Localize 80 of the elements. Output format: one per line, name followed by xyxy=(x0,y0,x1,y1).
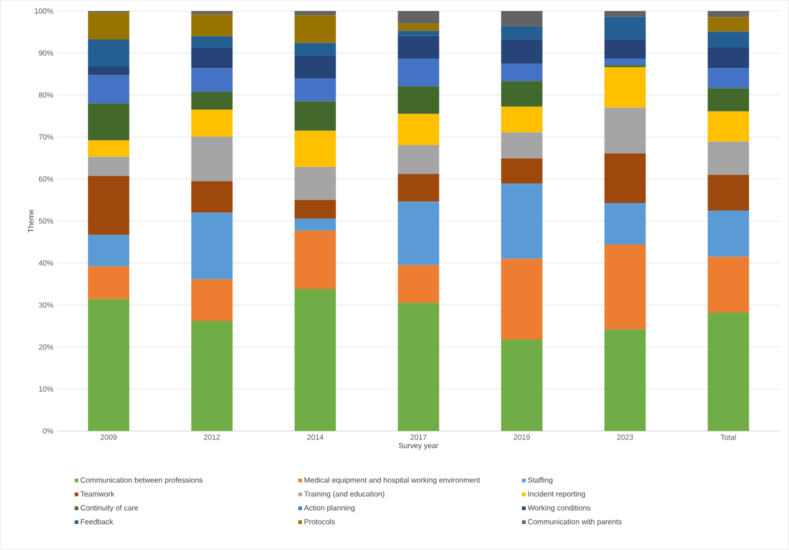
bar xyxy=(294,200,336,218)
bar xyxy=(398,58,440,86)
bar xyxy=(501,339,542,431)
bar xyxy=(191,136,233,182)
bar xyxy=(604,39,646,59)
bar xyxy=(88,40,130,66)
bar xyxy=(708,32,750,48)
bar xyxy=(88,140,130,157)
bar xyxy=(398,24,440,31)
bar xyxy=(294,42,336,56)
bar xyxy=(88,176,130,235)
bar xyxy=(294,218,336,231)
bar xyxy=(294,101,336,131)
bar xyxy=(88,299,130,431)
bar xyxy=(501,106,542,132)
bar xyxy=(191,14,233,36)
bar xyxy=(191,10,233,14)
bar xyxy=(191,68,233,92)
bar xyxy=(191,181,233,213)
bar xyxy=(708,10,750,18)
bar xyxy=(398,302,440,431)
bar xyxy=(398,114,440,145)
bar xyxy=(604,10,646,17)
bar xyxy=(604,108,646,154)
bar xyxy=(604,153,646,203)
bar xyxy=(398,144,440,174)
bar xyxy=(88,75,130,104)
bar xyxy=(501,158,542,184)
bar xyxy=(191,320,233,431)
bar xyxy=(708,142,750,175)
bar xyxy=(398,36,440,58)
bar xyxy=(191,212,233,280)
bar xyxy=(88,12,130,40)
bar xyxy=(708,17,750,32)
bar xyxy=(604,67,646,108)
bar xyxy=(294,78,336,102)
bar xyxy=(398,174,440,202)
bar xyxy=(88,234,130,266)
bar xyxy=(191,48,233,68)
bar xyxy=(294,166,336,200)
bar xyxy=(604,202,646,245)
bar xyxy=(398,10,440,24)
bar xyxy=(708,174,750,210)
bar xyxy=(708,88,750,112)
bar xyxy=(294,56,336,79)
bar xyxy=(501,132,542,158)
bar xyxy=(501,81,542,107)
bar xyxy=(708,312,750,431)
bar xyxy=(501,39,542,64)
bar xyxy=(398,265,440,303)
bar xyxy=(501,64,542,82)
bar xyxy=(501,258,542,340)
bar xyxy=(604,329,646,431)
bar xyxy=(708,111,750,142)
bar xyxy=(88,103,130,140)
bar xyxy=(88,66,130,76)
bar xyxy=(191,92,233,110)
bar xyxy=(708,68,750,88)
bar xyxy=(501,184,542,259)
bar xyxy=(294,230,336,290)
bar xyxy=(398,202,440,266)
bar xyxy=(708,256,750,313)
bar xyxy=(88,156,130,176)
bar xyxy=(88,266,130,300)
bar xyxy=(604,244,646,330)
bar xyxy=(191,110,233,137)
bar xyxy=(191,279,233,321)
bar xyxy=(294,15,336,43)
bar xyxy=(604,58,646,66)
bar xyxy=(398,30,440,36)
bar xyxy=(708,48,750,68)
bar xyxy=(294,289,336,431)
bar xyxy=(501,10,542,26)
bar xyxy=(191,36,233,48)
bar xyxy=(294,130,336,167)
bar xyxy=(604,16,646,40)
bar xyxy=(501,26,542,40)
bar xyxy=(708,210,750,257)
bar xyxy=(294,10,336,16)
bar xyxy=(398,86,440,114)
